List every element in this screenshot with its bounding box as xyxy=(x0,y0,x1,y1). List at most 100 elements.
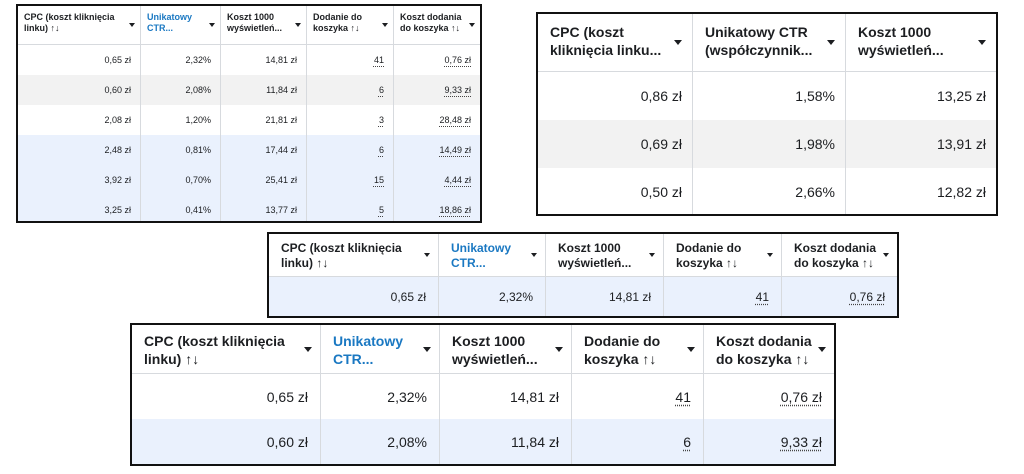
unique-ctr-cell: 0,70% xyxy=(141,165,221,195)
cpc-cell: 2,08 zł xyxy=(18,105,141,135)
cost-per-add-to-cart-link[interactable]: 4,44 zł xyxy=(444,175,471,185)
chevron-down-icon[interactable] xyxy=(304,346,312,352)
add-to-cart-link[interactable]: 41 xyxy=(373,55,384,65)
add-to-cart-cell: 6 xyxy=(307,135,394,165)
chevron-down-icon[interactable] xyxy=(674,40,682,45)
chevron-down-icon[interactable] xyxy=(295,23,301,27)
chevron-down-icon[interactable] xyxy=(424,253,430,257)
cost-per-add-to-cart-link[interactable]: 28,48 zł xyxy=(439,115,471,125)
column-header-add-to-cart[interactable]: Dodanie do koszyka ↑↓ xyxy=(307,6,394,44)
cpm-cell: 25,41 zł xyxy=(221,165,307,195)
cost-per-add-to-cart-cell: 0,76 zł xyxy=(782,277,897,316)
column-header-unique-ctr[interactable]: Unikatowy CTR (współczynnik... xyxy=(693,14,846,71)
chevron-down-icon[interactable] xyxy=(129,23,135,27)
column-header-label: Koszt 1000 wyświetleń... xyxy=(558,241,632,270)
ads-table-panel-3: CPC (koszt kliknięcia linku) ↑↓ Unikatow… xyxy=(267,232,899,318)
cost-per-add-to-cart-link[interactable]: 18,86 zł xyxy=(439,205,471,215)
column-header-cpc[interactable]: CPC (koszt kliknięcia linku) ↑↓ xyxy=(18,6,141,44)
cost-per-add-to-cart-cell: 14,49 zł xyxy=(394,135,480,165)
column-header-cpm[interactable]: Koszt 1000 wyświetleń... xyxy=(221,6,307,44)
cpc-cell: 3,92 zł xyxy=(18,165,141,195)
chevron-down-icon[interactable] xyxy=(978,40,986,45)
column-header-label: Koszt dodania do koszyka ↑↓ xyxy=(716,333,812,367)
unique-ctr-cell: 2,32% xyxy=(321,374,440,419)
add-to-cart-link[interactable]: 41 xyxy=(755,290,769,304)
table-header-row: CPC (koszt kliknięcia linku... Unikatowy… xyxy=(538,14,996,72)
chevron-down-icon[interactable] xyxy=(818,346,826,352)
chevron-down-icon[interactable] xyxy=(382,23,388,27)
chevron-down-icon[interactable] xyxy=(531,253,537,257)
add-to-cart-link[interactable]: 5 xyxy=(378,205,384,215)
unique-ctr-cell: 1,58% xyxy=(693,72,846,120)
add-to-cart-cell: 6 xyxy=(307,75,394,105)
cost-per-add-to-cart-link[interactable]: 0,76 zł xyxy=(849,290,885,304)
column-header-cpc[interactable]: CPC (koszt kliknięcia linku) ↑↓ xyxy=(132,325,321,373)
add-to-cart-link[interactable]: 6 xyxy=(378,85,384,95)
column-header-cpm[interactable]: Koszt 1000 wyświetleń... xyxy=(846,14,996,71)
chevron-down-icon[interactable] xyxy=(555,346,563,352)
column-header-label: Koszt dodania do koszyka ↑↓ xyxy=(400,12,462,34)
column-header-cost-per-add-to-cart[interactable]: Koszt dodania do koszyka ↑↓ xyxy=(704,325,834,373)
cpc-cell: 0,50 zł xyxy=(538,168,693,214)
cpc-cell: 0,60 zł xyxy=(132,419,321,464)
column-header-label: Koszt dodania do koszyka ↑↓ xyxy=(794,241,877,270)
add-to-cart-cell: 3 xyxy=(307,105,394,135)
column-header-cost-per-add-to-cart[interactable]: Koszt dodania do koszyka ↑↓ xyxy=(394,6,480,44)
add-to-cart-link[interactable]: 41 xyxy=(675,388,691,405)
ads-table-panel-2: CPC (koszt kliknięcia linku... Unikatowy… xyxy=(536,12,998,216)
cost-per-add-to-cart-link[interactable]: 0,76 zł xyxy=(780,388,822,405)
chevron-down-icon[interactable] xyxy=(827,40,835,45)
table-row: 0,50 zł 2,66% 12,82 zł xyxy=(538,168,996,214)
chevron-down-icon[interactable] xyxy=(209,23,215,27)
column-header-label: Dodanie do koszyka ↑↓ xyxy=(584,333,661,367)
cpm-cell: 21,81 zł xyxy=(221,105,307,135)
column-header-add-to-cart[interactable]: Dodanie do koszyka ↑↓ xyxy=(664,234,782,276)
add-to-cart-link[interactable]: 15 xyxy=(373,175,384,185)
chevron-down-icon[interactable] xyxy=(649,253,655,257)
column-header-label: CPC (koszt kliknięcia linku) ↑↓ xyxy=(281,241,402,270)
column-header-unique-ctr[interactable]: Unikatowy CTR... xyxy=(321,325,440,373)
table-row: 0,65 zł 2,32% 14,81 zł 41 0,76 zł xyxy=(269,277,897,316)
cost-per-add-to-cart-link[interactable]: 9,33 zł xyxy=(780,433,822,450)
cpm-cell: 13,91 zł xyxy=(936,136,986,152)
column-header-cpm[interactable]: Koszt 1000 wyświetleń... xyxy=(546,234,664,276)
column-header-cpc[interactable]: CPC (koszt kliknięcia linku) ↑↓ xyxy=(269,234,439,276)
unique-ctr-cell: 2,66% xyxy=(693,168,846,214)
cost-per-add-to-cart-cell: 9,33 zł xyxy=(394,75,480,105)
cost-per-add-to-cart-link[interactable]: 0,76 zł xyxy=(444,55,471,65)
chevron-down-icon[interactable] xyxy=(883,253,889,257)
column-header-cpm[interactable]: Koszt 1000 wyświetleń... xyxy=(440,325,572,373)
cost-per-add-to-cart-link[interactable]: 14,49 zł xyxy=(439,145,471,155)
cpm-cell: 13,77 zł xyxy=(221,195,307,221)
cpc-cell: 3,25 zł xyxy=(18,195,141,221)
cost-per-add-to-cart-link[interactable]: 9,33 zł xyxy=(444,85,471,95)
add-to-cart-link[interactable]: 6 xyxy=(683,433,691,450)
cpm-cell: 11,84 zł xyxy=(440,419,572,464)
column-header-add-to-cart[interactable]: Dodanie do koszyka ↑↓ xyxy=(572,325,704,373)
column-header-cpc[interactable]: CPC (koszt kliknięcia linku... xyxy=(538,14,693,71)
cpm-cell: 12,82 zł xyxy=(936,184,986,200)
column-header-unique-ctr[interactable]: Unikatowy CTR... xyxy=(141,6,221,44)
table-row: 0,65 zł 2,32% 14,81 zł 41 0,76 zł xyxy=(132,374,834,419)
column-header-cost-per-add-to-cart[interactable]: Koszt dodania do koszyka ↑↓ xyxy=(782,234,897,276)
cpm-cell: 13,25 zł xyxy=(936,88,986,104)
column-header-label: Unikatowy CTR... xyxy=(147,12,193,34)
add-to-cart-link[interactable]: 6 xyxy=(378,145,384,155)
column-header-label: Dodanie do koszyka ↑↓ xyxy=(313,12,362,34)
add-to-cart-link[interactable]: 3 xyxy=(378,115,384,125)
ads-table-panel-4: CPC (koszt kliknięcia linku) ↑↓ Unikatow… xyxy=(130,323,836,466)
cpm-cell: 14,81 zł xyxy=(221,45,307,75)
chevron-down-icon[interactable] xyxy=(423,346,431,352)
table-header-row: CPC (koszt kliknięcia linku) ↑↓ Unikatow… xyxy=(18,6,480,45)
add-to-cart-cell: 6 xyxy=(572,419,704,464)
chevron-down-icon[interactable] xyxy=(767,253,773,257)
add-to-cart-cell: 15 xyxy=(307,165,394,195)
chevron-down-icon[interactable] xyxy=(687,346,695,352)
chevron-down-icon[interactable] xyxy=(469,23,475,27)
cpm-cell: 14,81 zł xyxy=(440,374,572,419)
cpc-cell: 0,86 zł xyxy=(538,72,693,120)
column-header-label: Unikatowy CTR (współczynnik... xyxy=(705,24,813,58)
column-header-label: CPC (koszt kliknięcia linku) ↑↓ xyxy=(24,12,115,34)
column-header-unique-ctr[interactable]: Unikatowy CTR... xyxy=(439,234,546,276)
cost-per-add-to-cart-cell: 4,44 zł xyxy=(394,165,480,195)
